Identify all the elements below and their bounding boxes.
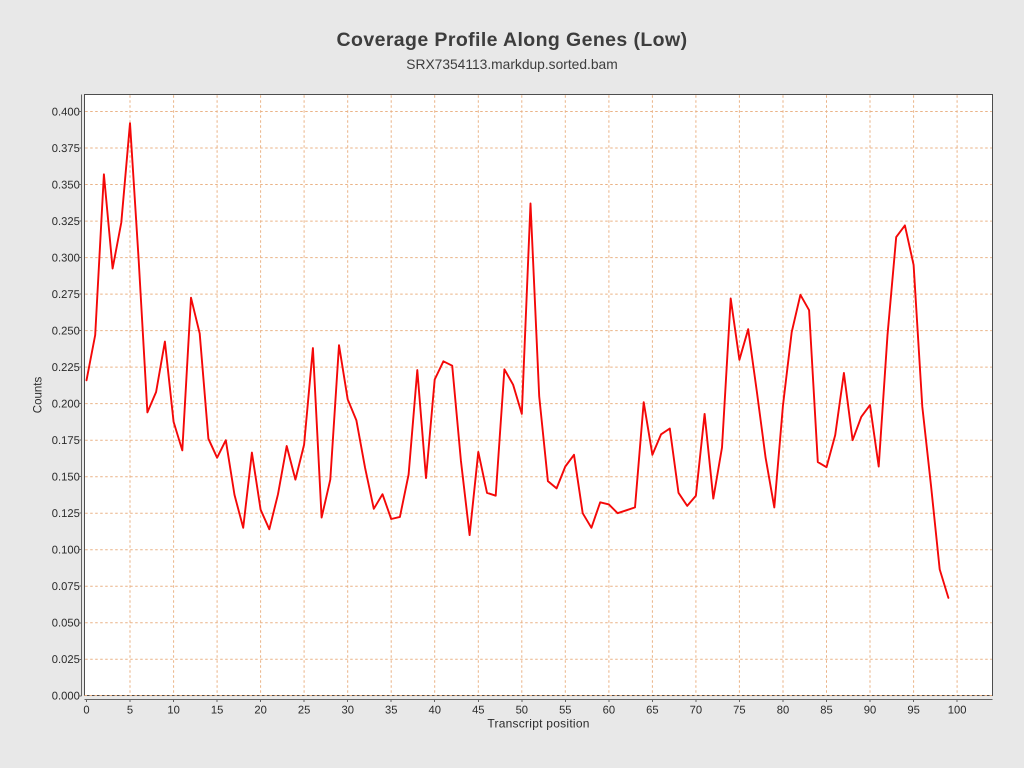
svg-text:90: 90	[864, 704, 876, 716]
svg-text:0.100: 0.100	[52, 545, 80, 557]
svg-text:35: 35	[385, 704, 397, 716]
svg-text:0.175: 0.175	[52, 435, 80, 447]
svg-text:0: 0	[83, 704, 89, 716]
svg-text:0.150: 0.150	[52, 472, 80, 484]
svg-text:75: 75	[733, 704, 745, 716]
svg-text:55: 55	[559, 704, 571, 716]
svg-text:0.075: 0.075	[52, 581, 80, 593]
svg-text:50: 50	[516, 704, 528, 716]
svg-text:Transcript position: Transcript position	[487, 717, 589, 731]
svg-text:0.350: 0.350	[52, 179, 80, 191]
svg-text:0.050: 0.050	[52, 618, 80, 630]
svg-text:Counts: Counts	[33, 377, 45, 414]
svg-text:95: 95	[907, 704, 919, 716]
svg-text:100: 100	[948, 704, 967, 716]
svg-text:0.375: 0.375	[52, 143, 80, 155]
svg-text:30: 30	[341, 704, 353, 716]
svg-text:0.325: 0.325	[52, 216, 80, 228]
svg-text:20: 20	[254, 704, 266, 716]
svg-text:0.275: 0.275	[52, 289, 80, 301]
svg-text:0.025: 0.025	[52, 654, 80, 666]
svg-text:0.250: 0.250	[52, 326, 80, 338]
svg-text:60: 60	[603, 704, 615, 716]
svg-text:40: 40	[428, 704, 440, 716]
svg-text:70: 70	[690, 704, 702, 716]
svg-text:0.200: 0.200	[52, 399, 80, 411]
svg-text:15: 15	[211, 704, 223, 716]
svg-text:45: 45	[472, 704, 484, 716]
svg-text:0.000: 0.000	[52, 691, 80, 703]
svg-text:5: 5	[127, 704, 133, 716]
svg-text:0.400: 0.400	[52, 106, 80, 118]
svg-text:65: 65	[646, 704, 658, 716]
svg-text:0.225: 0.225	[52, 362, 80, 374]
svg-text:85: 85	[820, 704, 832, 716]
svg-text:80: 80	[777, 704, 789, 716]
svg-text:10: 10	[167, 704, 179, 716]
svg-text:0.300: 0.300	[52, 253, 80, 265]
svg-text:25: 25	[298, 704, 310, 716]
svg-text:0.125: 0.125	[52, 508, 80, 520]
